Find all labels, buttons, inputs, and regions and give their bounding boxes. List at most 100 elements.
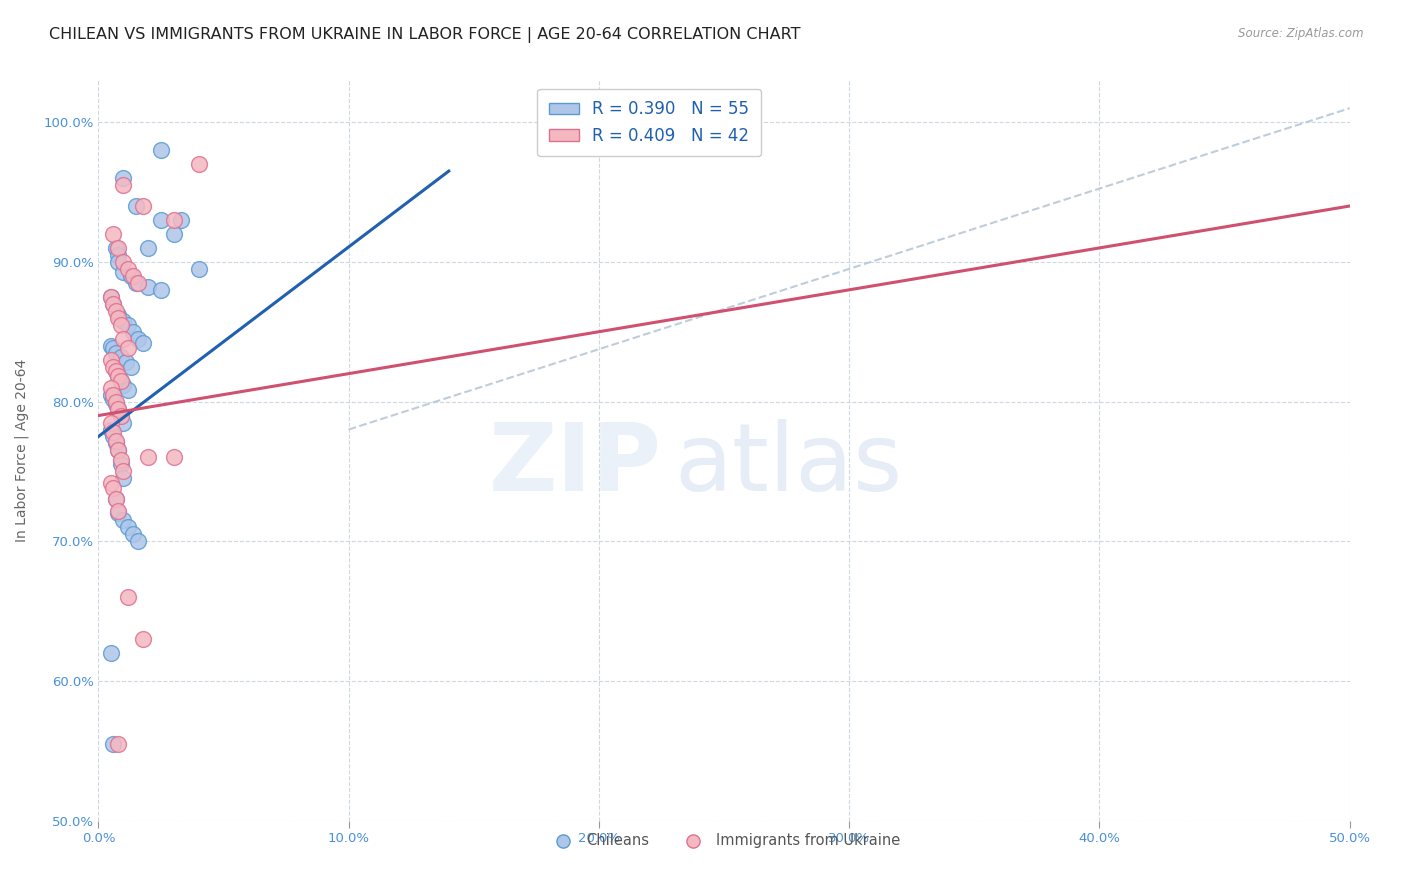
Point [110,409,132,423]
Point [112,416,135,430]
Point [150,143,173,157]
Point [103,387,125,401]
Point [103,481,125,495]
Point [110,458,132,472]
Point [112,513,135,527]
Point [117,318,139,332]
Point [162,450,184,465]
Point [100,339,122,353]
Point [107,503,129,517]
Point [122,527,145,541]
Point [127,332,149,346]
Text: CHILEAN VS IMMIGRANTS FROM UKRAINE IN LABOR FORCE | AGE 20-64 CORRELATION CHART: CHILEAN VS IMMIGRANTS FROM UKRAINE IN LA… [49,27,800,43]
Point [187,157,209,171]
Point [107,255,129,269]
Point [112,377,135,392]
Text: ZIP: ZIP [489,419,661,511]
Point [104,364,127,378]
Point [103,359,125,374]
Point [150,213,173,227]
Point [117,342,139,356]
Point [104,345,127,359]
Point [110,409,132,423]
Point [125,199,148,213]
Point [100,646,122,660]
Legend: Chileans, Immigrants from Ukraine: Chileans, Immigrants from Ukraine [543,828,905,854]
Point [103,392,125,406]
Point [103,227,125,241]
Point [170,213,193,227]
Point [125,276,148,290]
Point [117,261,139,276]
Point [117,520,139,534]
Point [103,342,125,356]
Point [138,450,160,465]
Point [122,325,145,339]
Point [104,241,127,255]
Point [112,464,135,478]
Point [110,374,132,388]
Point [100,423,122,437]
Point [120,359,142,374]
Point [100,387,122,401]
Point [112,171,135,186]
Point [107,369,129,384]
Point [104,436,127,450]
Point [112,471,135,485]
Point [138,241,160,255]
Point [107,369,129,384]
Point [117,384,139,398]
Point [107,401,129,416]
Point [104,434,127,448]
Point [117,590,139,604]
Point [107,241,129,255]
Point [107,506,129,520]
Point [122,268,145,283]
Text: atlas: atlas [673,419,903,511]
Point [187,261,209,276]
Point [107,443,129,458]
Point [132,199,155,213]
Point [138,280,160,294]
Point [103,297,125,311]
Point [112,255,135,269]
Point [100,416,122,430]
Point [132,632,155,646]
Point [107,310,129,325]
Point [112,332,135,346]
Point [127,534,149,549]
Point [115,355,138,369]
Point [112,265,135,279]
Point [127,276,149,290]
Point [162,213,184,227]
Point [110,318,132,332]
Point [104,492,127,507]
Text: Source: ZipAtlas.com: Source: ZipAtlas.com [1239,27,1364,40]
Point [100,352,122,367]
Point [104,492,127,507]
Point [103,429,125,443]
Point [104,364,127,378]
Point [104,397,127,411]
Point [107,248,129,262]
Point [112,178,135,192]
Point [110,453,132,467]
Point [107,443,129,458]
Y-axis label: In Labor Force | Age 20-64: In Labor Force | Age 20-64 [15,359,30,542]
Point [150,283,173,297]
Point [103,737,125,751]
Point [100,290,122,304]
Point [110,374,132,388]
Point [162,227,184,241]
Point [100,290,122,304]
Point [120,268,142,283]
Point [100,381,122,395]
Point [132,335,155,350]
Point [104,394,127,409]
Point [103,425,125,440]
Point [104,303,127,318]
Point [107,737,129,751]
Point [112,313,135,327]
Point [100,475,122,490]
Point [107,308,129,322]
